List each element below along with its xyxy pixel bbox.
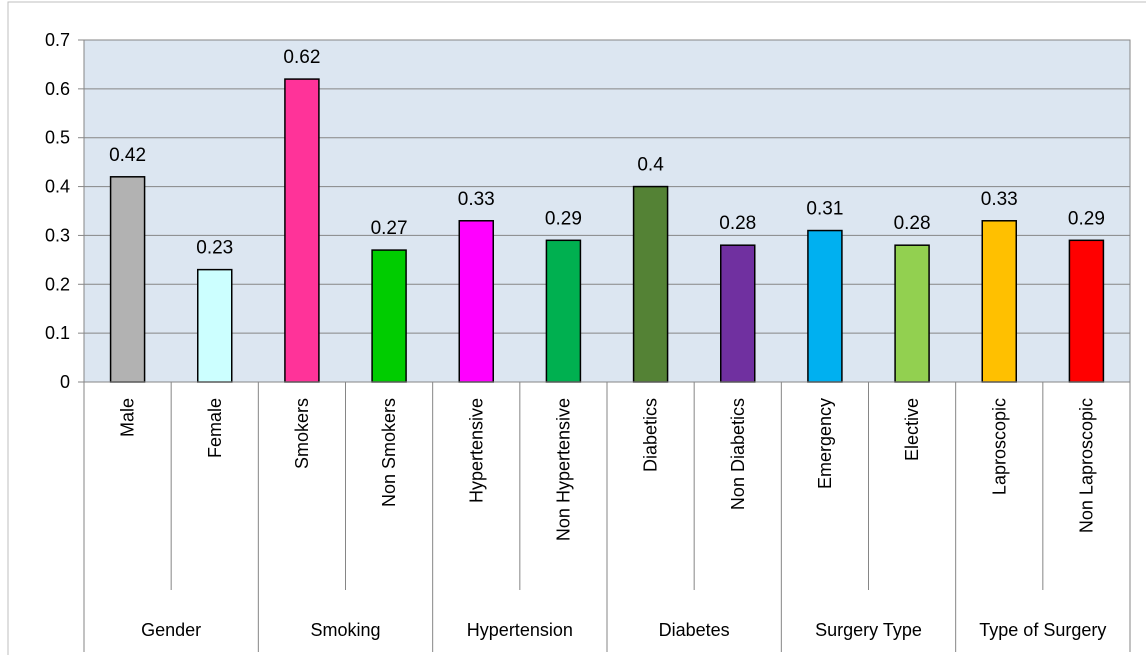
data-label: 0.29 xyxy=(545,208,582,229)
data-label: 0.27 xyxy=(371,218,408,239)
category-label: Emergency xyxy=(815,398,835,489)
data-label: 0.42 xyxy=(109,145,146,166)
bar-non-hypertensive xyxy=(545,239,582,383)
bar-non-diabetics xyxy=(720,244,756,383)
bar-hypertensive xyxy=(458,220,494,383)
data-label: 0.33 xyxy=(981,189,1018,210)
category-label: Elective xyxy=(902,398,922,461)
chart-area-border xyxy=(7,1,1146,660)
y-tick-label: 0.4 xyxy=(45,177,70,197)
bar-emergency xyxy=(807,229,843,383)
category-label: Diabetics xyxy=(641,398,661,472)
y-tick-label: 0.6 xyxy=(45,79,70,99)
category-label: Non Hypertensive xyxy=(553,398,573,541)
group-label: Hypertension xyxy=(467,620,573,640)
bar-non-laproscopic xyxy=(1068,239,1105,383)
y-tick-label: 0.3 xyxy=(45,225,70,245)
bar-non-smokers xyxy=(371,249,407,383)
category-label: Female xyxy=(205,398,225,458)
category-label: Non Smokers xyxy=(379,398,399,507)
data-label: 0.23 xyxy=(196,238,233,259)
group-label: Diabetes xyxy=(659,620,730,640)
group-label: Type of Surgery xyxy=(979,620,1106,640)
bar-smokers xyxy=(284,78,320,383)
group-label: Surgery Type xyxy=(815,620,922,640)
category-label: Non Diabetics xyxy=(728,398,748,510)
bar-female xyxy=(197,268,233,383)
y-tick-label: 0 xyxy=(60,372,70,392)
category-label: Hypertensive xyxy=(466,398,486,503)
data-label: 0.28 xyxy=(894,213,931,234)
plot-area xyxy=(83,39,1131,383)
category-label: Non Laproscopic xyxy=(1076,398,1096,533)
bar-diabetics xyxy=(632,185,669,383)
category-label: Male xyxy=(118,398,138,437)
group-label: Gender xyxy=(141,620,201,640)
y-tick-label: 0.1 xyxy=(45,323,70,343)
bar-elective xyxy=(894,244,930,383)
category-label: Smokers xyxy=(292,398,312,469)
data-label: 0.4 xyxy=(637,155,664,176)
group-label: Smoking xyxy=(310,620,380,640)
y-tick-label: 0.7 xyxy=(45,30,70,50)
data-label: 0.33 xyxy=(458,189,495,210)
data-label: 0.28 xyxy=(719,213,756,234)
category-label: Laproscopic xyxy=(989,398,1009,495)
data-label: 0.29 xyxy=(1068,208,1105,229)
bar-laproscopic xyxy=(981,220,1017,383)
bar-male xyxy=(109,176,146,383)
data-label: 0.31 xyxy=(806,199,843,220)
y-tick-label: 0.5 xyxy=(45,128,70,148)
y-tick-label: 0.2 xyxy=(45,274,70,294)
data-label: 0.62 xyxy=(283,47,320,68)
